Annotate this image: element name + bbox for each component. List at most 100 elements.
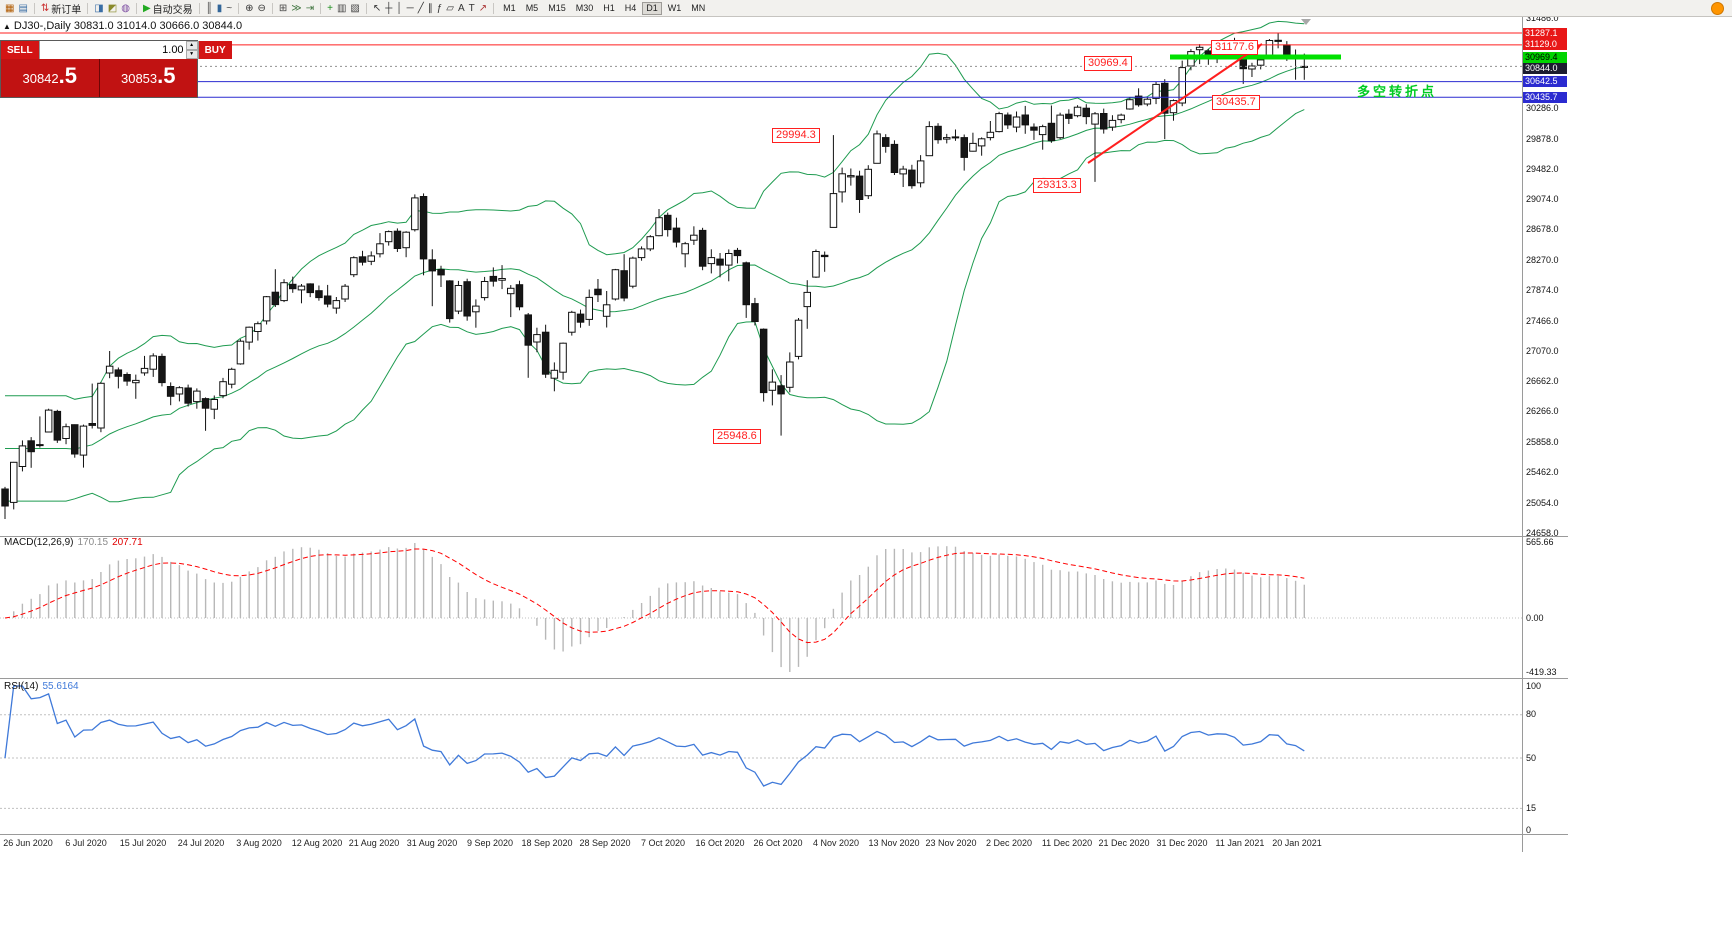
price-axis-label: 29482.0 (1526, 163, 1559, 174)
macd-main-value: 170.15 (77, 537, 109, 548)
price-axis-label: 24658.0 (1526, 527, 1559, 538)
data-window-icon-glyph: ◩ (107, 2, 118, 14)
timeframe-d1[interactable]: D1 (642, 1, 662, 15)
price-annotation-label[interactable]: 29313.3 (1033, 178, 1081, 193)
arrows-icon[interactable]: ↗ (477, 1, 489, 16)
periods-menu-icon[interactable]: ▥ (335, 1, 348, 16)
symbol-period-label: DJ30-,Daily (13, 20, 71, 32)
templates-icon[interactable]: ▧ (348, 1, 361, 16)
macd-signal-value: 207.71 (112, 537, 143, 548)
channel-icon[interactable]: ∥ (426, 1, 435, 16)
volume-down-button[interactable]: ▼ (185, 50, 198, 59)
price-axis-label: 29878.0 (1526, 133, 1559, 144)
autotrade-glyph: ▶ (142, 2, 151, 14)
fibonacci-icon[interactable]: ƒ (435, 1, 445, 16)
line-chart-icon-glyph: ~ (226, 2, 233, 14)
toolbar-separator (365, 2, 367, 14)
new-order-button[interactable]: ⇅ 新订单 (39, 1, 83, 16)
volume-steppers: ▲ ▼ (185, 41, 198, 59)
templates-icon-glyph: ▧ (350, 2, 360, 14)
timeframe-h4[interactable]: H4 (621, 2, 641, 15)
data-window-icon[interactable]: ◩ (106, 1, 119, 16)
timeframe-m15[interactable]: M15 (544, 2, 570, 15)
timeframe-m5[interactable]: M5 (522, 2, 543, 15)
line-chart-icon[interactable]: ~ (224, 1, 234, 16)
text-icon[interactable]: A (456, 1, 467, 16)
chart-text-annotation[interactable]: 多空转折点 (1357, 84, 1438, 99)
price-annotation-label[interactable]: 25948.6 (713, 429, 761, 444)
volume-up-button[interactable]: ▲ (185, 41, 198, 50)
shapes-icon[interactable]: ▱ (444, 1, 456, 16)
buy-button[interactable]: BUY (198, 41, 232, 59)
price-axis-label: 28270.0 (1526, 255, 1559, 266)
chart-shift-icon[interactable]: ⇥ (304, 1, 316, 16)
insert-group: + ▥ ▧ (324, 0, 363, 16)
date-axis-label: 16 Oct 2020 (695, 838, 745, 848)
timeframe-w1[interactable]: W1 (664, 2, 686, 15)
chart-type-group: ║ ▮ ~ (203, 0, 235, 16)
price-axis-label: 25054.0 (1526, 497, 1559, 508)
fibonacci-icon-glyph: ƒ (436, 2, 443, 14)
macd-histogram (12, 543, 1306, 672)
price-annotation-label[interactable]: 30969.4 (1084, 56, 1132, 71)
trendline-icon[interactable]: ╱ (416, 1, 426, 16)
horizontal-line-icon[interactable]: ─ (405, 1, 416, 16)
window-group: ⊞ ≫ ⇥ (276, 0, 317, 16)
date-axis-label: 3 Aug 2020 (236, 838, 282, 848)
candlestick-chart-icon[interactable]: ▮ (215, 1, 225, 16)
navigator-icon[interactable]: ◍ (119, 1, 132, 16)
macd-axis-label: 565.66 (1526, 536, 1554, 547)
timeframe-m30[interactable]: M30 (572, 2, 598, 15)
trendline-icon-glyph: ╱ (417, 2, 424, 14)
price-axis-label: 31486.0 (1526, 12, 1559, 23)
market-watch-icon[interactable]: ◨ (92, 1, 105, 16)
text-icon-glyph: A (458, 2, 465, 14)
macd-indicator-label: MACD(12,26,9) 170.15 207.71 (4, 537, 143, 548)
cursor-icon-glyph: ↖ (372, 2, 382, 14)
macd-name: MACD(12,26,9) (4, 537, 74, 548)
sell-price-display[interactable]: 30842.5 (1, 59, 99, 97)
price-annotation-label[interactable]: 30435.7 (1212, 95, 1260, 110)
vertical-line-icon[interactable]: │ (394, 1, 404, 16)
buy-price-fraction: .5 (157, 63, 176, 88)
price-axis-label: 25858.0 (1526, 437, 1559, 447)
price-annotation-label[interactable]: 31177.6 (1211, 40, 1258, 55)
chart-shift-marker[interactable] (1301, 19, 1311, 25)
notification-icon[interactable] (1711, 1, 1724, 15)
date-axis-label: 7 Oct 2020 (640, 838, 686, 848)
bar-chart-icon[interactable]: ║ (204, 1, 215, 16)
autotrade-button[interactable]: ▶ 自动交易 (141, 1, 195, 16)
tile-windows-icon[interactable]: ⊞ (277, 1, 289, 16)
new-chart-icon[interactable]: ▦ (3, 1, 16, 16)
timeframe-h1[interactable]: H1 (599, 2, 619, 15)
price-axis-label: 26662.0 (1526, 376, 1559, 387)
cursor-icon[interactable]: ↖ (371, 1, 383, 16)
timeframe-mn[interactable]: MN (687, 2, 709, 15)
label-icon[interactable]: T (467, 1, 477, 16)
price-axis-tag: 30435.7 (1523, 91, 1567, 103)
crosshair-icon[interactable]: ┼ (383, 1, 394, 16)
price-axis-tag: 31287.1 (1523, 27, 1567, 39)
trendline-object[interactable] (1087, 43, 1263, 164)
ohlc-values: 30831.0 31014.0 30666.0 30844.0 (73, 20, 243, 32)
zoom-in-icon[interactable]: ⊕ (243, 1, 255, 16)
date-axis-label: 26 Jun 2020 (3, 838, 53, 848)
price-axis-label: 27070.0 (1526, 345, 1559, 356)
rsi-axis-label: 0 (1526, 824, 1532, 835)
rsi-name: RSI(14) (4, 681, 39, 692)
sell-button[interactable]: SELL (1, 41, 39, 59)
profiles-icon[interactable]: ▤ (16, 1, 29, 16)
rsi-axis-label: 80 (1526, 709, 1537, 720)
auto-scroll-icon[interactable]: ≫ (289, 1, 303, 16)
buy-price-display[interactable]: 30853.5 (99, 59, 197, 97)
price-annotation-label[interactable]: 29994.3 (772, 128, 820, 143)
date-axis-label: 21 Aug 2020 (348, 838, 400, 848)
timeframe-m1[interactable]: M1 (499, 2, 520, 15)
date-axis-label: 15 Jul 2020 (119, 838, 167, 848)
date-axis-label: 11 Dec 2020 (1041, 838, 1093, 848)
volume-input[interactable] (39, 41, 186, 59)
new-order-glyph: ⇅ (40, 2, 50, 14)
indicators-icon[interactable]: + (325, 1, 335, 16)
rsi-indicator-label: RSI(14) 55.6164 (4, 681, 79, 692)
zoom-out-icon[interactable]: ⊖ (255, 1, 267, 16)
